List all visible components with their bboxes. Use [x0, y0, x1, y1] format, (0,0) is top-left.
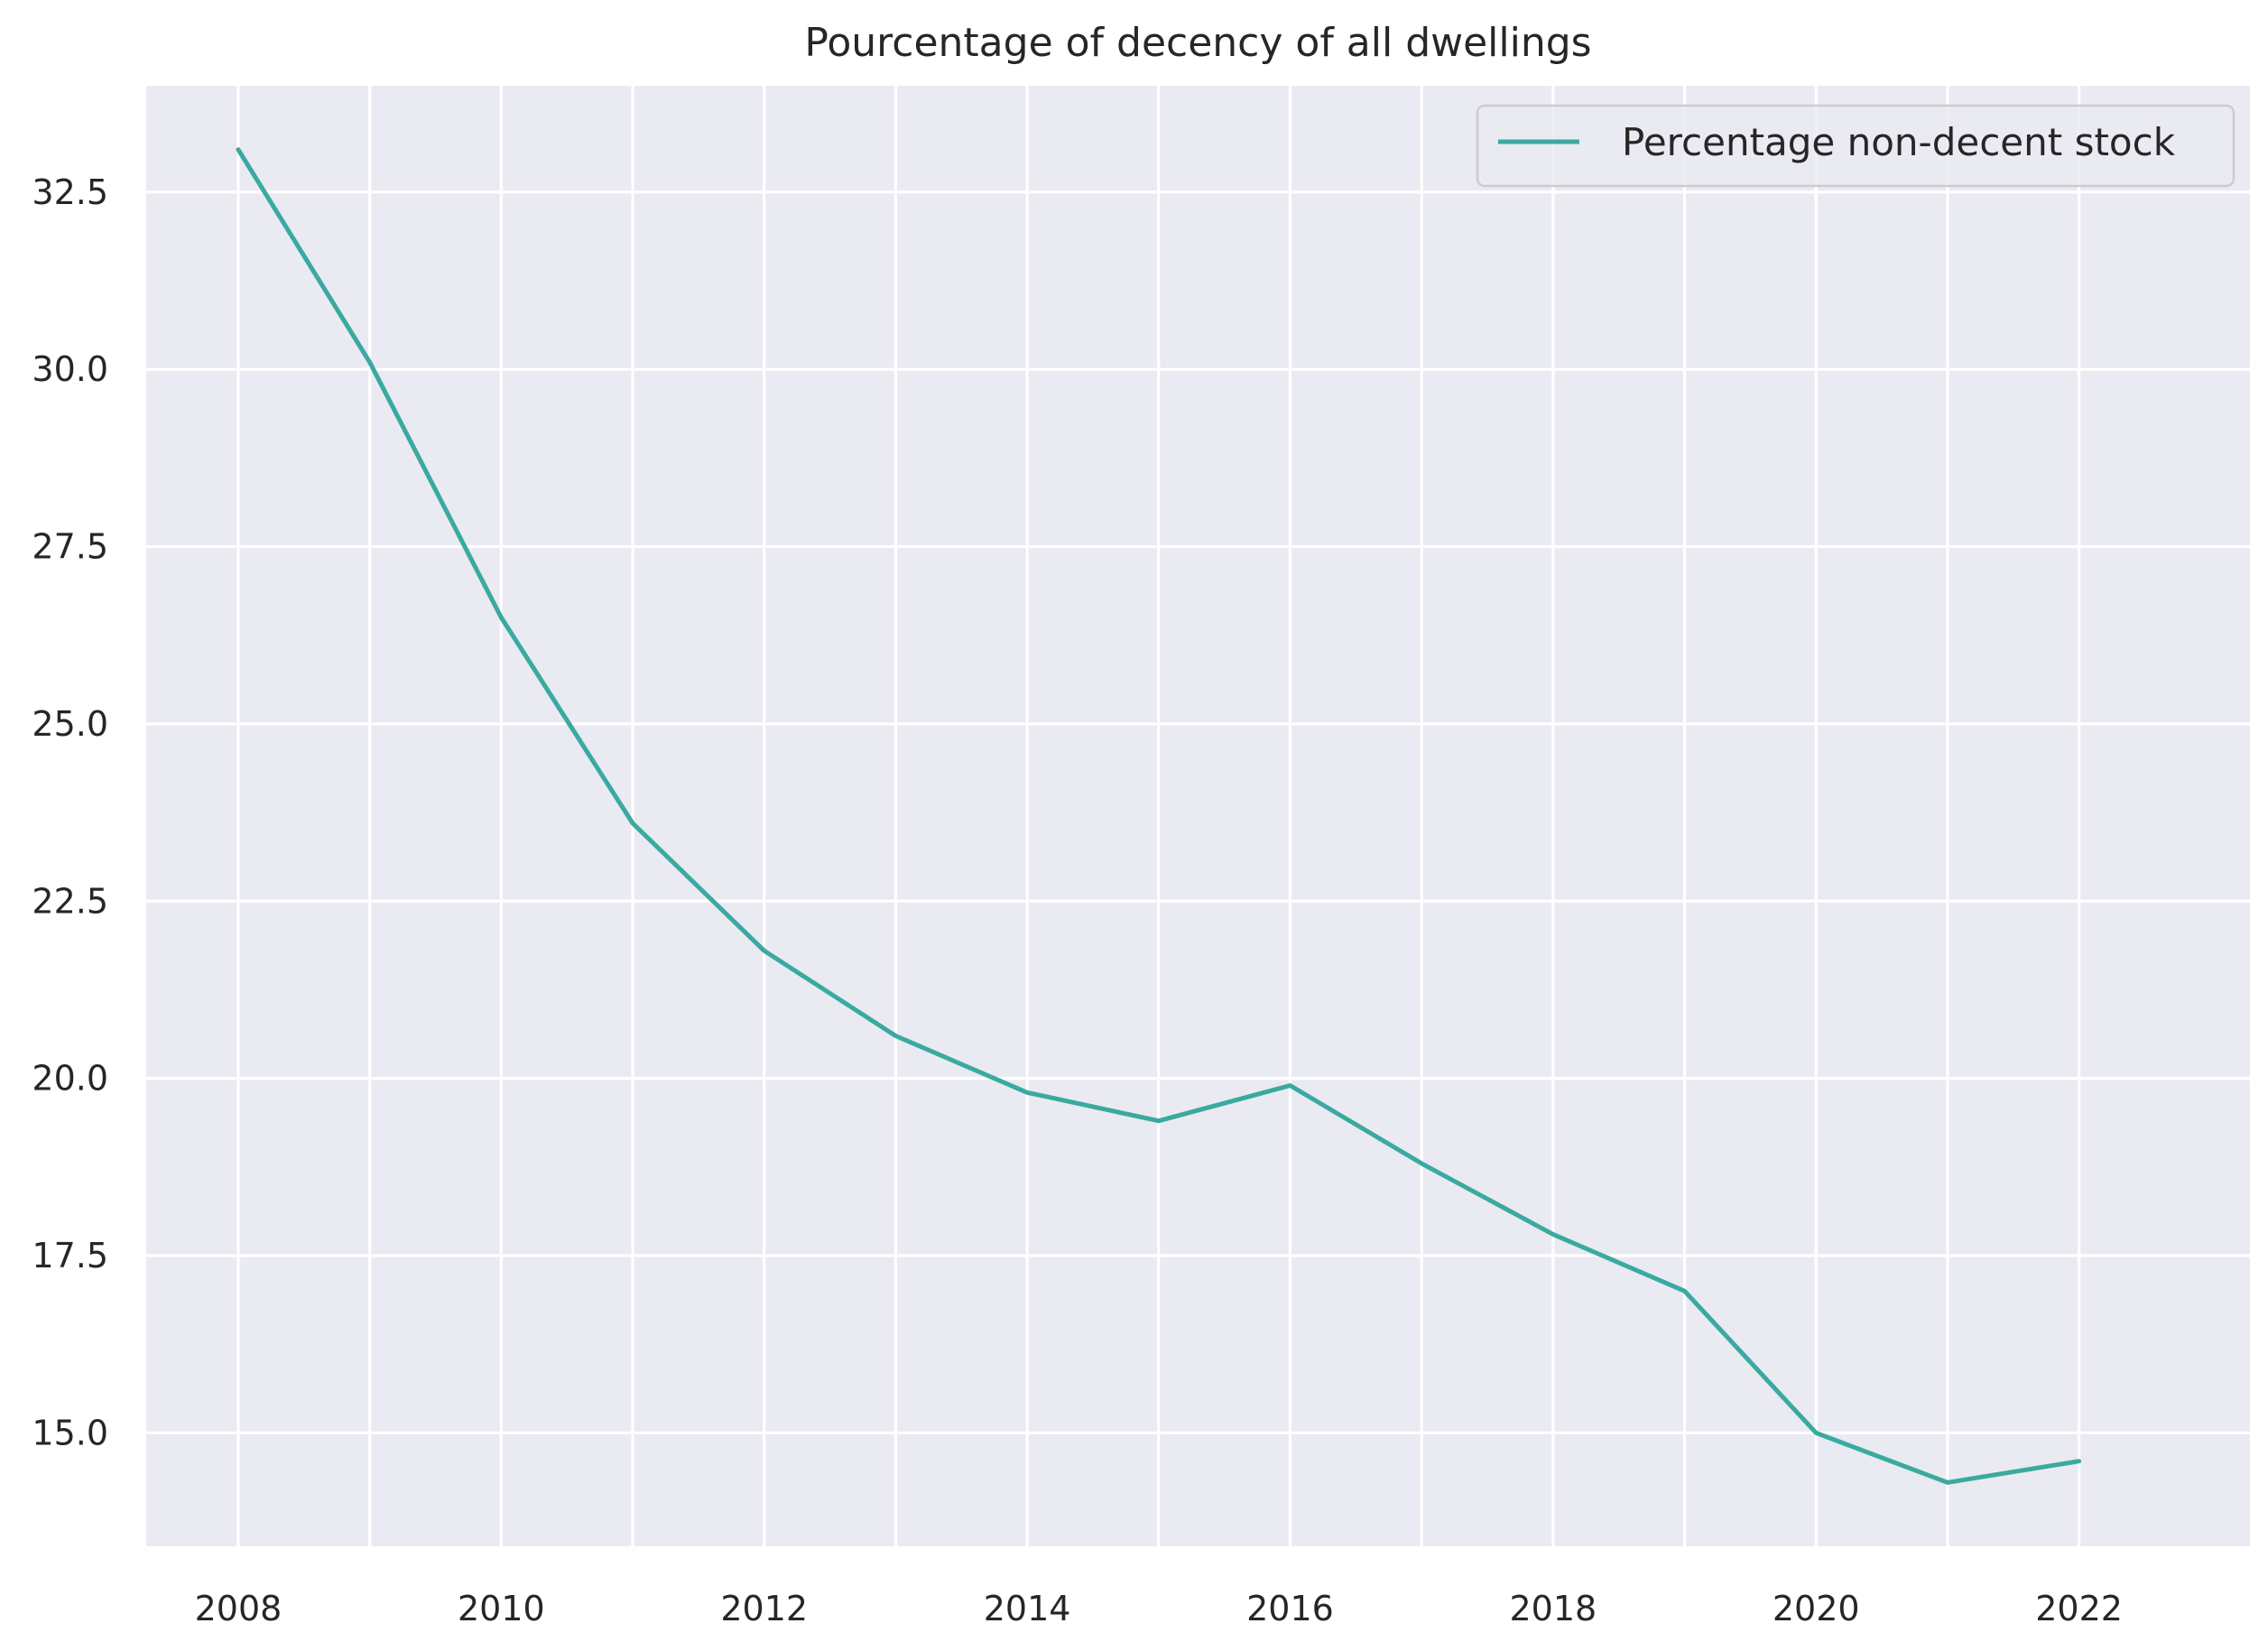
y-tick-label: 30.0: [32, 349, 108, 389]
x-tick-labels: 2008 2010 2012 2014 2016 2018 2020 2022: [195, 1589, 2123, 1628]
x-tick-label: 2010: [458, 1589, 545, 1628]
y-grid-lines: [146, 190, 2250, 1434]
x-tick-label: 2020: [1773, 1589, 1860, 1628]
y-tick-label: 15.0: [32, 1413, 108, 1452]
series-line: [236, 147, 2082, 1485]
y-tick-label: 27.5: [32, 527, 108, 567]
legend-label: Percentage non-decent stock: [1622, 120, 2176, 164]
x-tick-label: 2014: [984, 1589, 1071, 1628]
legend-box: [1476, 104, 2236, 188]
x-tick-label: 2016: [1246, 1589, 1334, 1628]
series-lines: [236, 147, 2082, 1485]
y-tick-label: 32.5: [32, 172, 108, 212]
y-tick-label: 20.0: [32, 1059, 108, 1099]
x-tick-label: 2018: [1509, 1589, 1597, 1628]
plot-area: [146, 86, 2250, 1546]
y-tick-label: 17.5: [32, 1236, 108, 1276]
x-tick-label: 2012: [720, 1589, 808, 1628]
x-grid-lines: [236, 86, 2081, 1546]
y-tick-labels: 15.0 17.5 20.0 22.5 25.0 27.5 30.0 32.5: [32, 172, 108, 1453]
legend: Percentage non-decent stock: [1476, 104, 2236, 188]
x-tick-label: 2008: [195, 1589, 282, 1628]
y-tick-label: 22.5: [32, 881, 108, 921]
y-tick-label: 25.0: [32, 704, 108, 744]
chart-title: Pourcentage of decency of all dwellings: [804, 20, 1591, 66]
x-tick-label: 2022: [2035, 1589, 2123, 1628]
